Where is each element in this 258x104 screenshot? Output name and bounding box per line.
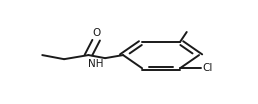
Text: O: O <box>93 28 101 38</box>
Text: NH: NH <box>88 59 104 69</box>
Text: Cl: Cl <box>202 63 213 73</box>
